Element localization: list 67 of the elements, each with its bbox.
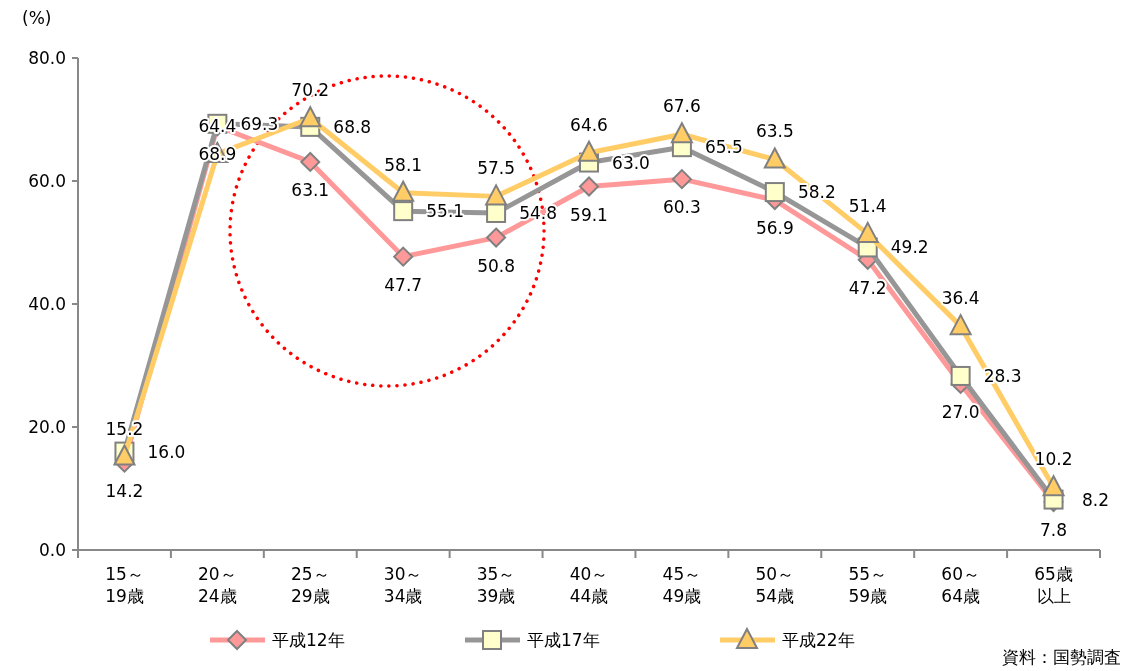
point xyxy=(299,106,322,128)
point xyxy=(856,221,879,243)
data-label: 59.1 xyxy=(570,204,608,225)
x-tick-label: 55～59歳 xyxy=(848,564,888,606)
y-tick-label: 40.0 xyxy=(28,294,66,314)
data-label: 67.6 xyxy=(662,96,701,117)
data-label: 55.1 xyxy=(426,201,465,222)
legend-label: 平成22年 xyxy=(782,630,855,650)
point xyxy=(393,246,414,267)
x-tick-label: 15～19歳 xyxy=(105,564,144,606)
data-label: 56.9 xyxy=(755,218,794,239)
text: 資料：国勢調査 xyxy=(1002,647,1121,667)
point xyxy=(579,176,599,197)
data-label: 8.2 xyxy=(1082,489,1110,510)
x-tick-label: 50～54歳 xyxy=(755,564,795,606)
data-label: 63.5 xyxy=(755,121,794,142)
legend-label: 平成12年 xyxy=(272,630,345,650)
x-tick-label: 65歳以上 xyxy=(1034,564,1073,606)
x-tick-label: 35～39歳 xyxy=(476,564,516,606)
data-label: 27.0 xyxy=(941,401,980,422)
data-label: 49.2 xyxy=(890,237,929,258)
y-tick-label: 80.0 xyxy=(28,48,66,68)
data-label: 57.5 xyxy=(477,158,516,179)
point xyxy=(578,140,600,162)
data-label: 68.9 xyxy=(198,144,237,165)
data-label: 16.0 xyxy=(147,441,186,462)
data-label: 64.4 xyxy=(198,115,237,136)
data-label: 47.2 xyxy=(848,277,887,298)
point xyxy=(392,180,415,202)
data-label: 54.8 xyxy=(519,202,558,223)
data-label: 65.5 xyxy=(704,137,743,158)
data-label: 14.2 xyxy=(105,480,144,501)
legend-label: 平成17年 xyxy=(527,630,600,650)
y-tick-label: 60.0 xyxy=(28,171,66,191)
x-tick-label: 25～29歳 xyxy=(290,564,330,606)
data-label: 63.1 xyxy=(291,179,330,200)
point xyxy=(950,365,971,386)
data-label: 60.3 xyxy=(662,197,701,218)
data-label: 68.8 xyxy=(333,116,372,137)
point xyxy=(486,202,507,223)
x-tick-label: 40～44歳 xyxy=(569,564,609,606)
point xyxy=(486,227,507,248)
point xyxy=(485,184,508,206)
data-label: 47.7 xyxy=(384,274,423,295)
point xyxy=(300,151,321,172)
x-tick-label: 20～24歳 xyxy=(198,564,237,606)
data-label: 64.6 xyxy=(570,114,608,135)
point xyxy=(393,201,414,222)
data-label: 36.4 xyxy=(941,288,980,309)
point xyxy=(671,169,692,190)
data-label: 51.4 xyxy=(848,195,887,216)
x-tick-label: 60～64歳 xyxy=(941,564,980,606)
x-tick-label: 30～34歳 xyxy=(383,564,423,606)
point xyxy=(1042,475,1065,497)
data-label: 58.1 xyxy=(384,154,423,175)
point xyxy=(763,147,786,169)
point xyxy=(670,122,693,144)
point xyxy=(764,182,785,203)
data-label: 63.0 xyxy=(612,152,650,173)
y-tick-label: 20.0 xyxy=(28,417,66,437)
data-label: 7.8 xyxy=(1040,520,1068,541)
point xyxy=(949,314,972,336)
y-tick-label: 0.0 xyxy=(38,540,66,560)
x-tick-label: 45～49歳 xyxy=(662,564,702,606)
data-label: 69.3 xyxy=(240,113,279,134)
data-label: 50.8 xyxy=(477,255,516,276)
y-axis-title: (%) xyxy=(22,8,52,28)
